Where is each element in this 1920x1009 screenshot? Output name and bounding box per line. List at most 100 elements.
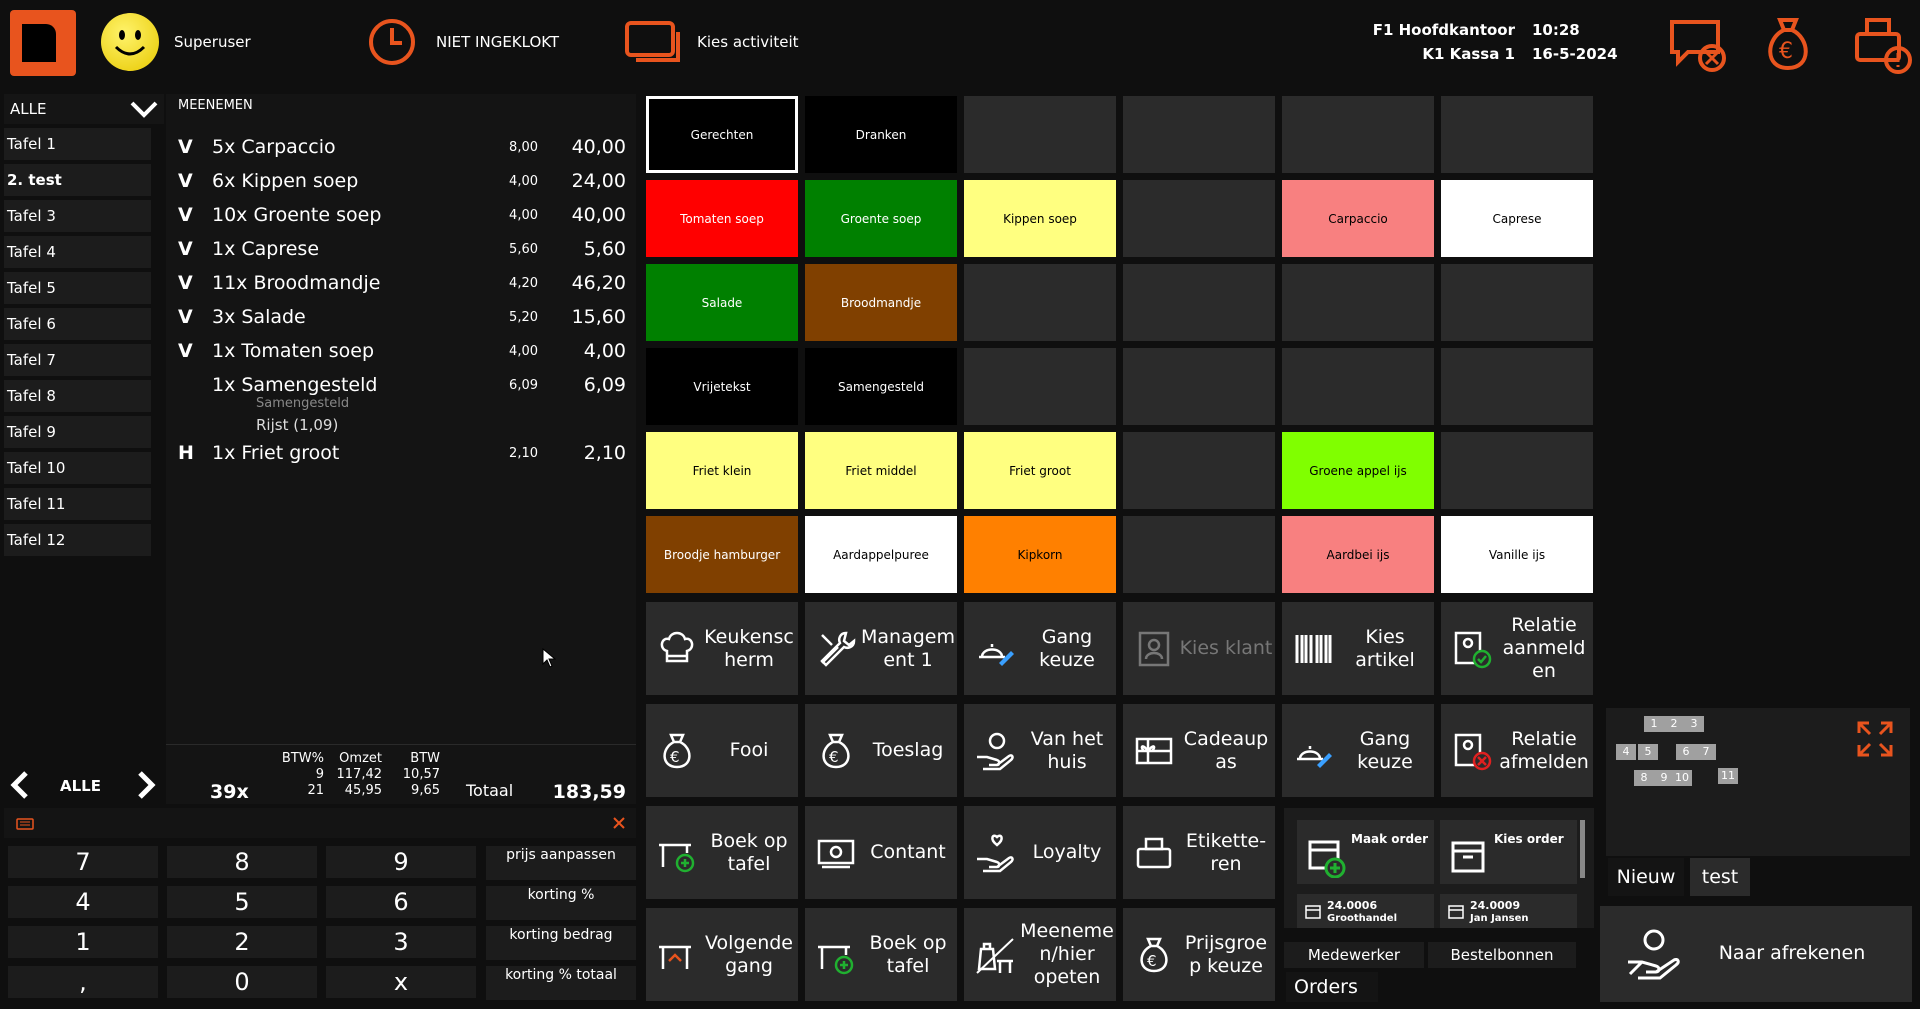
keypad-key[interactable]: , [8, 966, 158, 998]
user-avatar[interactable] [101, 13, 159, 71]
keypad-key[interactable]: 9 [326, 846, 476, 878]
activity-label[interactable]: Kies activiteit [697, 33, 799, 51]
keypad-side-button[interactable]: korting % totaal [486, 966, 636, 1000]
table-item[interactable]: Tafel 3 [4, 200, 151, 232]
function-button[interactable]: Kies artikel [1282, 602, 1434, 695]
floor-table[interactable]: 2 [1664, 716, 1684, 732]
clock-icon[interactable] [368, 18, 416, 70]
order-line[interactable]: 1x Samengesteld 6,09 6,09 [166, 368, 636, 402]
order-line[interactable]: V 10x Groente soep 4,00 40,00 [166, 198, 636, 232]
table-item[interactable]: Tafel 4 [4, 236, 151, 268]
function-button[interactable]: € Prijsgroe p keuze [1123, 908, 1275, 1001]
keypad-key[interactable]: 8 [167, 846, 317, 878]
tab-purchase-orders[interactable]: Bestelbonnen [1428, 942, 1576, 968]
activity-icon[interactable] [624, 20, 682, 68]
product-button[interactable]: Broodmandje [805, 264, 957, 341]
floor-table[interactable]: 4 [1616, 744, 1636, 760]
product-button[interactable]: Aardappelpuree [805, 516, 957, 593]
function-button[interactable]: Kies klant [1123, 602, 1275, 695]
product-button[interactable]: Caprese [1441, 180, 1593, 257]
table-prev-arrow[interactable] [8, 770, 32, 804]
app-logo[interactable] [10, 10, 76, 76]
product-button[interactable]: Gerechten [646, 96, 798, 173]
table-item[interactable]: Tafel 6 [4, 308, 151, 340]
table-next-arrow[interactable] [134, 770, 158, 804]
function-button[interactable]: Van het huis [964, 704, 1116, 797]
clear-input-icon[interactable] [612, 816, 626, 830]
table-item[interactable]: Tafel 1 [4, 128, 151, 160]
floor-table[interactable]: 10 [1672, 770, 1692, 786]
keypad-key[interactable]: 5 [167, 886, 317, 918]
order-item[interactable]: 24.0009 Jan Jansen [1440, 894, 1577, 928]
product-button[interactable]: Groene appel ijs [1282, 432, 1434, 509]
function-button[interactable]: Contant [805, 806, 957, 899]
product-button[interactable]: Salade [646, 264, 798, 341]
product-button[interactable]: Samengesteld [805, 348, 957, 425]
keypad-key[interactable]: x [326, 966, 476, 998]
product-button[interactable]: Vrijetekst [646, 348, 798, 425]
keypad-side-button[interactable]: korting % [486, 886, 636, 920]
function-button[interactable]: Gang keuze [1282, 704, 1434, 797]
function-button[interactable]: Relatie afmelden [1441, 704, 1593, 797]
clock-status[interactable]: NIET INGEKLOKT [436, 33, 560, 51]
function-button[interactable]: Boek op tafel [646, 806, 798, 899]
product-button[interactable]: Dranken [805, 96, 957, 173]
function-button[interactable]: € Toeslag [805, 704, 957, 797]
function-button[interactable]: Loyalty [964, 806, 1116, 899]
keypad-key[interactable]: 4 [8, 886, 158, 918]
expand-icon[interactable] [1856, 720, 1894, 758]
order-line[interactable]: V 1x Tomaten soep 4,00 4,00 [166, 334, 636, 368]
product-button[interactable]: Groente soep [805, 180, 957, 257]
function-button[interactable]: Relatie aanmeld en [1441, 602, 1593, 695]
product-button[interactable]: Friet middel [805, 432, 957, 509]
keypad-key[interactable]: 3 [326, 926, 476, 958]
order-line[interactable]: V 11x Broodmandje 4,20 46,20 [166, 266, 636, 300]
money-bag-icon[interactable]: € [1762, 16, 1814, 76]
table-item[interactable]: 2. test [4, 164, 151, 196]
floor-plan[interactable]: 1 2 3 4 5 6 7 8 9 10 11 [1606, 708, 1910, 856]
table-item[interactable]: Tafel 7 [4, 344, 151, 376]
function-button[interactable]: Keukensc herm [646, 602, 798, 695]
floor-table[interactable]: 1 [1644, 716, 1664, 732]
table-item[interactable]: Tafel 5 [4, 272, 151, 304]
product-button[interactable]: Broodje hamburger [646, 516, 798, 593]
table-item[interactable]: Tafel 11 [4, 488, 151, 520]
floor-table[interactable]: 9 [1654, 770, 1674, 786]
product-button[interactable]: Vanille ijs [1441, 516, 1593, 593]
input-bar[interactable] [4, 808, 636, 838]
order-line[interactable]: V 6x Kippen soep 4,00 24,00 [166, 164, 636, 198]
table-item[interactable]: Tafel 12 [4, 524, 151, 556]
keyboard-icon[interactable] [16, 818, 34, 830]
floor-table[interactable]: 7 [1696, 744, 1716, 760]
floor-table[interactable]: 6 [1676, 744, 1696, 760]
floor-table[interactable]: 3 [1684, 716, 1704, 732]
function-button[interactable]: Etikette- ren [1123, 806, 1275, 899]
function-button[interactable]: Meeneme n/hier opeten [964, 908, 1116, 1001]
keypad-key[interactable]: 7 [8, 846, 158, 878]
function-button[interactable]: Cadeaup as [1123, 704, 1275, 797]
orders-scrollbar[interactable] [1580, 820, 1585, 878]
product-button[interactable]: Aardbei ijs [1282, 516, 1434, 593]
function-button[interactable]: Gang keuze [964, 602, 1116, 695]
message-cancel-icon[interactable] [1668, 18, 1728, 78]
product-button[interactable]: Carpaccio [1282, 180, 1434, 257]
order-line[interactable]: H 1x Friet groot 2,10 2,10 [166, 436, 636, 470]
keypad-key[interactable]: 0 [167, 966, 317, 998]
product-button[interactable]: Friet klein [646, 432, 798, 509]
table-item[interactable]: Tafel 8 [4, 380, 151, 412]
order-line[interactable]: V 1x Caprese 5,60 5,60 [166, 232, 636, 266]
table-item[interactable]: Tafel 9 [4, 416, 151, 448]
tab-employee[interactable]: Medewerker [1284, 942, 1424, 968]
order-item[interactable]: 24.0006 Groothandel [1297, 894, 1434, 928]
function-button[interactable]: Managem ent 1 [805, 602, 957, 695]
keypad-key[interactable]: 6 [326, 886, 476, 918]
function-button[interactable]: Volgende gang [646, 908, 798, 1001]
floor-table[interactable]: 8 [1634, 770, 1654, 786]
make-order-button[interactable]: Maak order [1297, 820, 1434, 884]
function-button[interactable]: € Fooi [646, 704, 798, 797]
floor-tab-new[interactable]: Nieuw [1608, 858, 1684, 896]
product-button[interactable]: Tomaten soep [646, 180, 798, 257]
keypad-side-button[interactable]: korting bedrag [486, 926, 636, 960]
keypad-key[interactable]: 1 [8, 926, 158, 958]
keypad-side-button[interactable]: prijs aanpassen [486, 846, 636, 880]
